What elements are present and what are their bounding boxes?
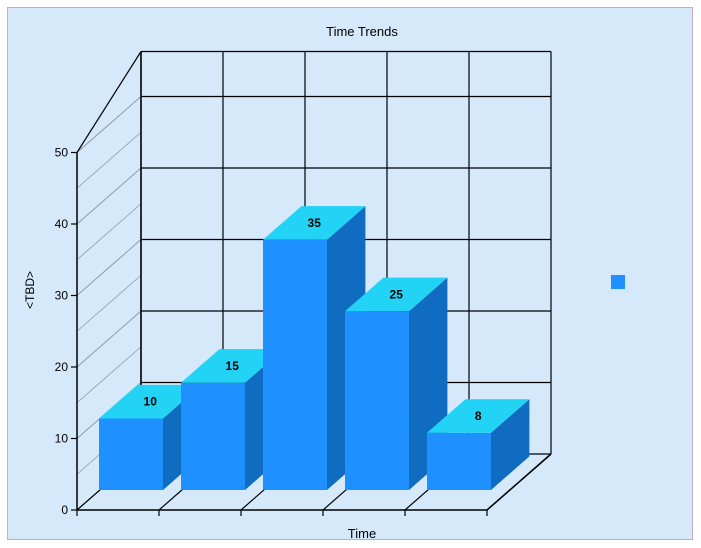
data-label: 10	[144, 395, 158, 409]
bar-top	[345, 277, 448, 312]
y-axis-label: <TBD>	[23, 271, 37, 309]
floor-right-edge	[486, 453, 552, 511]
bar-top	[263, 206, 366, 240]
bar-side	[491, 399, 530, 490]
y-tick-label: 40	[55, 217, 69, 231]
bar-top	[181, 349, 284, 383]
bar	[181, 349, 284, 490]
labels-layer: 0 10 20 30 40 50 10 15 35 25 8	[55, 146, 482, 518]
data-label: 15	[226, 359, 240, 373]
bar-front	[427, 432, 491, 490]
y-tick-label: 0	[61, 503, 68, 517]
chart-title: Time Trends	[326, 24, 398, 39]
gridline-side-wall-minor	[76, 346, 142, 404]
data-label: 35	[308, 216, 322, 230]
legend-swatch	[611, 275, 625, 289]
gridline-side-wall	[76, 96, 142, 153]
x-axis-label: Time	[348, 526, 376, 541]
bar-top	[99, 384, 202, 419]
gridline-side-wall	[76, 167, 142, 225]
side-wall-top-edge	[76, 51, 142, 153]
gridline-side-wall-minor	[76, 274, 142, 332]
bar-top	[427, 399, 530, 433]
y-tick-label: 20	[55, 360, 69, 374]
bar-front	[345, 311, 409, 490]
bar	[427, 399, 530, 490]
data-label: 8	[475, 409, 482, 423]
bar-front	[181, 382, 245, 490]
gridline-side-wall-minor	[76, 131, 142, 189]
bars-layer	[99, 206, 530, 490]
y-tick-label: 30	[55, 289, 69, 303]
gridline-side-wall	[76, 310, 142, 368]
gridline-side-wall-minor	[76, 203, 142, 261]
gridline-side-wall	[76, 239, 142, 296]
bar-front	[99, 418, 163, 490]
y-tick-label: 50	[55, 146, 69, 160]
bar-front	[263, 239, 327, 490]
y-tick-label: 10	[55, 432, 69, 446]
data-label: 25	[390, 287, 404, 301]
